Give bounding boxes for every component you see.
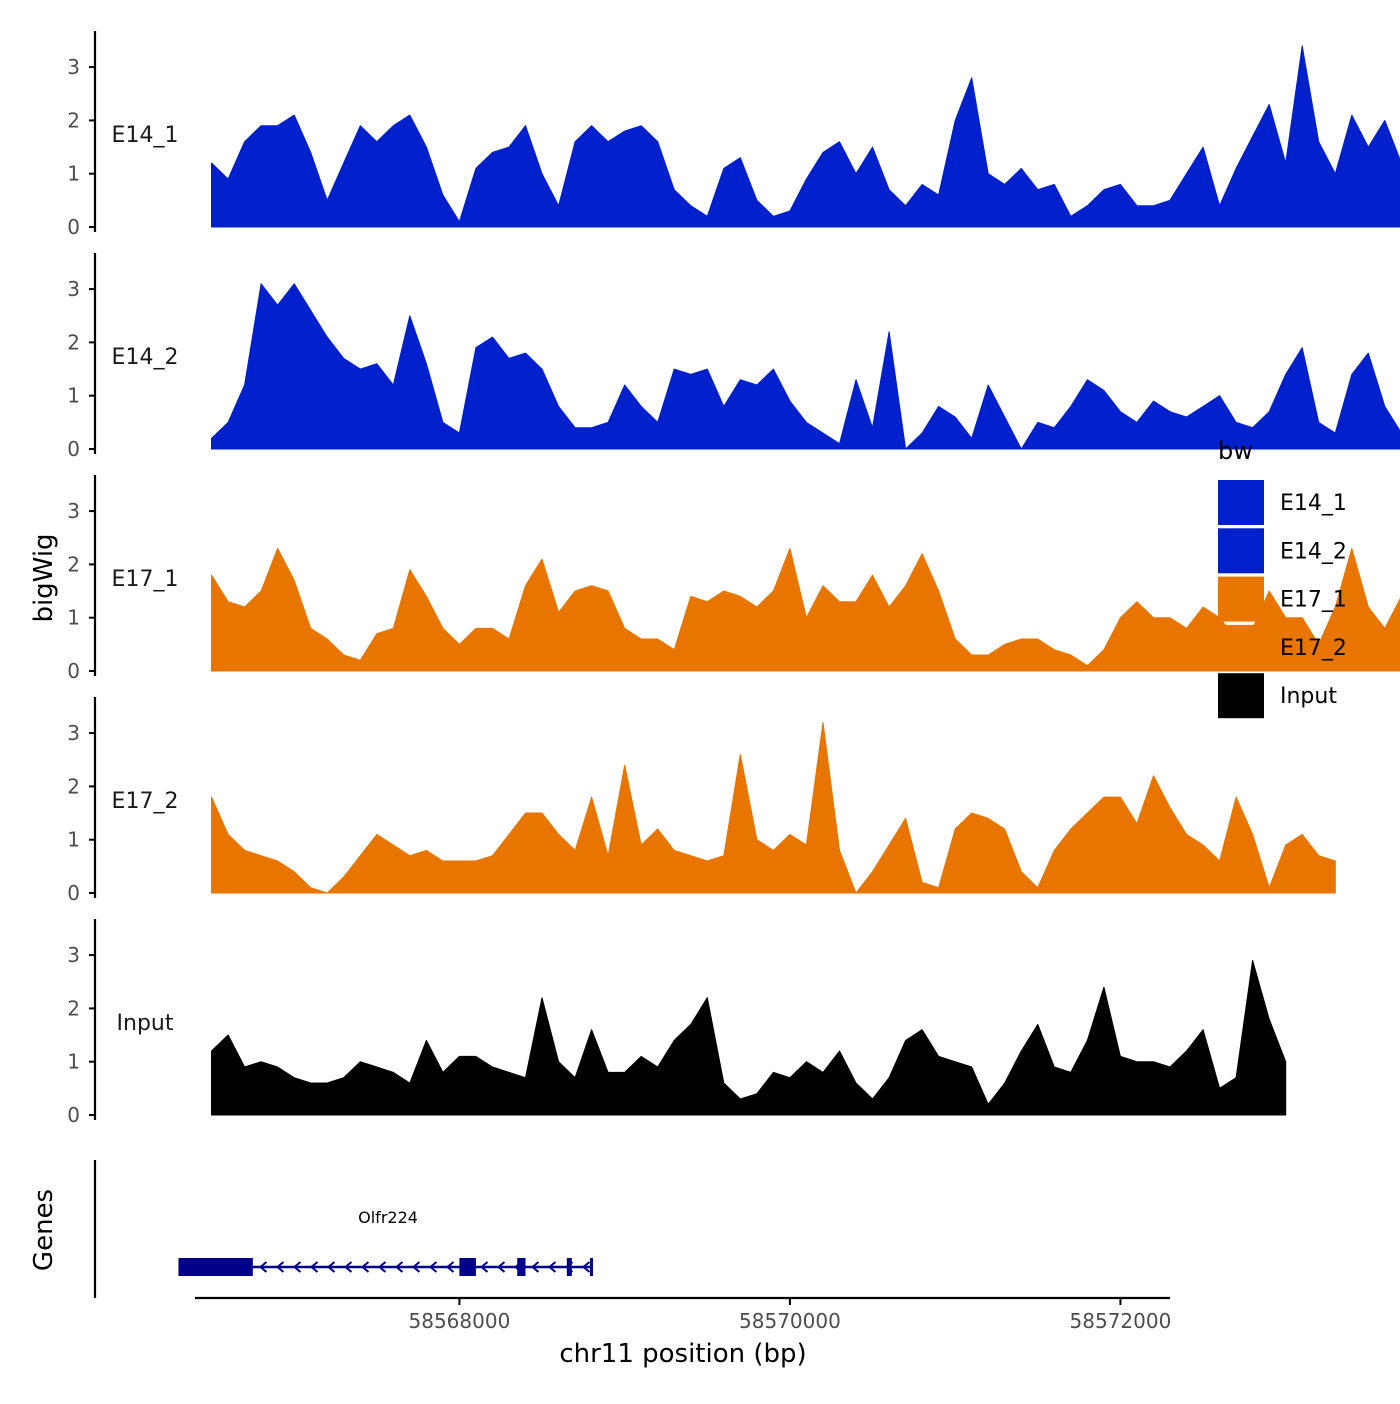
legend-swatch — [1218, 480, 1264, 525]
x-axis: 58568000 58570000 58572000 — [195, 1298, 1171, 1333]
signal-area-E14_2 — [212, 284, 1400, 449]
y-tick-label: 1 — [67, 606, 80, 630]
y-tick-label: 2 — [67, 108, 80, 132]
legend-label: E14_1 — [1280, 491, 1347, 516]
y-tick-label: 1 — [67, 162, 80, 186]
x-axis-title: chr11 position (bp) — [559, 1339, 806, 1369]
gene-Olfr224: Olfr224 — [178, 1208, 592, 1276]
y-tick-label: 0 — [67, 215, 80, 239]
y-tick-label: 2 — [67, 996, 80, 1020]
y-tick-label: 3 — [67, 943, 80, 967]
track-E17_2: 0 1 2 3 E17_2 — [67, 697, 1335, 905]
legend-swatch — [1218, 528, 1264, 573]
gene-exon — [567, 1258, 572, 1276]
legend-label: E14_2 — [1280, 539, 1347, 564]
gene-name-label: Olfr224 — [358, 1208, 418, 1227]
track-label: E14_2 — [112, 345, 179, 370]
track-Input: 0 1 2 3 Input — [67, 919, 1285, 1127]
signal-area-E14_1 — [212, 46, 1400, 227]
legend-title: bw — [1218, 437, 1253, 465]
y-tick-label: 1 — [67, 1050, 80, 1074]
genes-track-title: Genes — [29, 1189, 59, 1271]
gene-exon — [590, 1258, 593, 1276]
y-tick-label: 0 — [67, 881, 80, 905]
y-tick-label: 2 — [67, 552, 80, 576]
track-label: E14_1 — [112, 123, 179, 148]
track-E14_2: 0 1 2 3 E14_2 — [67, 253, 1400, 461]
legend-label: E17_2 — [1280, 636, 1347, 661]
signal-area-Input — [212, 960, 1286, 1115]
y-tick-label: 3 — [67, 721, 80, 745]
legend-label: E17_1 — [1280, 588, 1347, 613]
y-tick-label: 3 — [67, 277, 80, 301]
track-E14_1: 0 1 2 3 E14_1 — [67, 31, 1400, 239]
legend-swatch — [1218, 673, 1264, 718]
legend-swatch — [1218, 577, 1264, 622]
gene-exon — [459, 1258, 476, 1276]
signal-area-E17_2 — [212, 722, 1336, 893]
y-tick-label: 0 — [67, 437, 80, 461]
y-tick-label: 3 — [67, 55, 80, 79]
gene-exon — [178, 1258, 252, 1276]
track-label: Input — [117, 1011, 174, 1036]
tracks-layer: 0 1 2 3 E14_1 0 1 2 3 E14_2 0 1 2 3 E17_1 0 1 2 3 E17_2 0 1 2 3… — [67, 31, 1400, 1127]
track-label: E17_2 — [112, 789, 179, 814]
gene-exon — [517, 1258, 525, 1276]
legend-swatch — [1218, 625, 1264, 670]
y-tick-label: 2 — [67, 774, 80, 798]
y-tick-label: 0 — [67, 659, 80, 683]
x-tick-label: 58570000 — [739, 1309, 841, 1333]
track-E17_1: 0 1 2 3 E17_1 — [67, 475, 1400, 683]
y-tick-label: 3 — [67, 499, 80, 523]
genes-layer: Olfr224 — [95, 1160, 593, 1298]
y-tick-label: 1 — [67, 828, 80, 852]
track-label: E17_1 — [112, 567, 179, 592]
y-tick-label: 1 — [67, 384, 80, 408]
y-tick-label: 2 — [67, 330, 80, 354]
y-axis-title: bigWig — [29, 533, 59, 622]
x-tick-label: 58568000 — [409, 1309, 511, 1333]
y-tick-label: 0 — [67, 1103, 80, 1127]
x-tick-label: 58572000 — [1070, 1309, 1172, 1333]
legend: bw E14_1 E14_2 E17_1 E17_2 Input — [1218, 437, 1347, 718]
legend-label: Input — [1280, 684, 1337, 709]
